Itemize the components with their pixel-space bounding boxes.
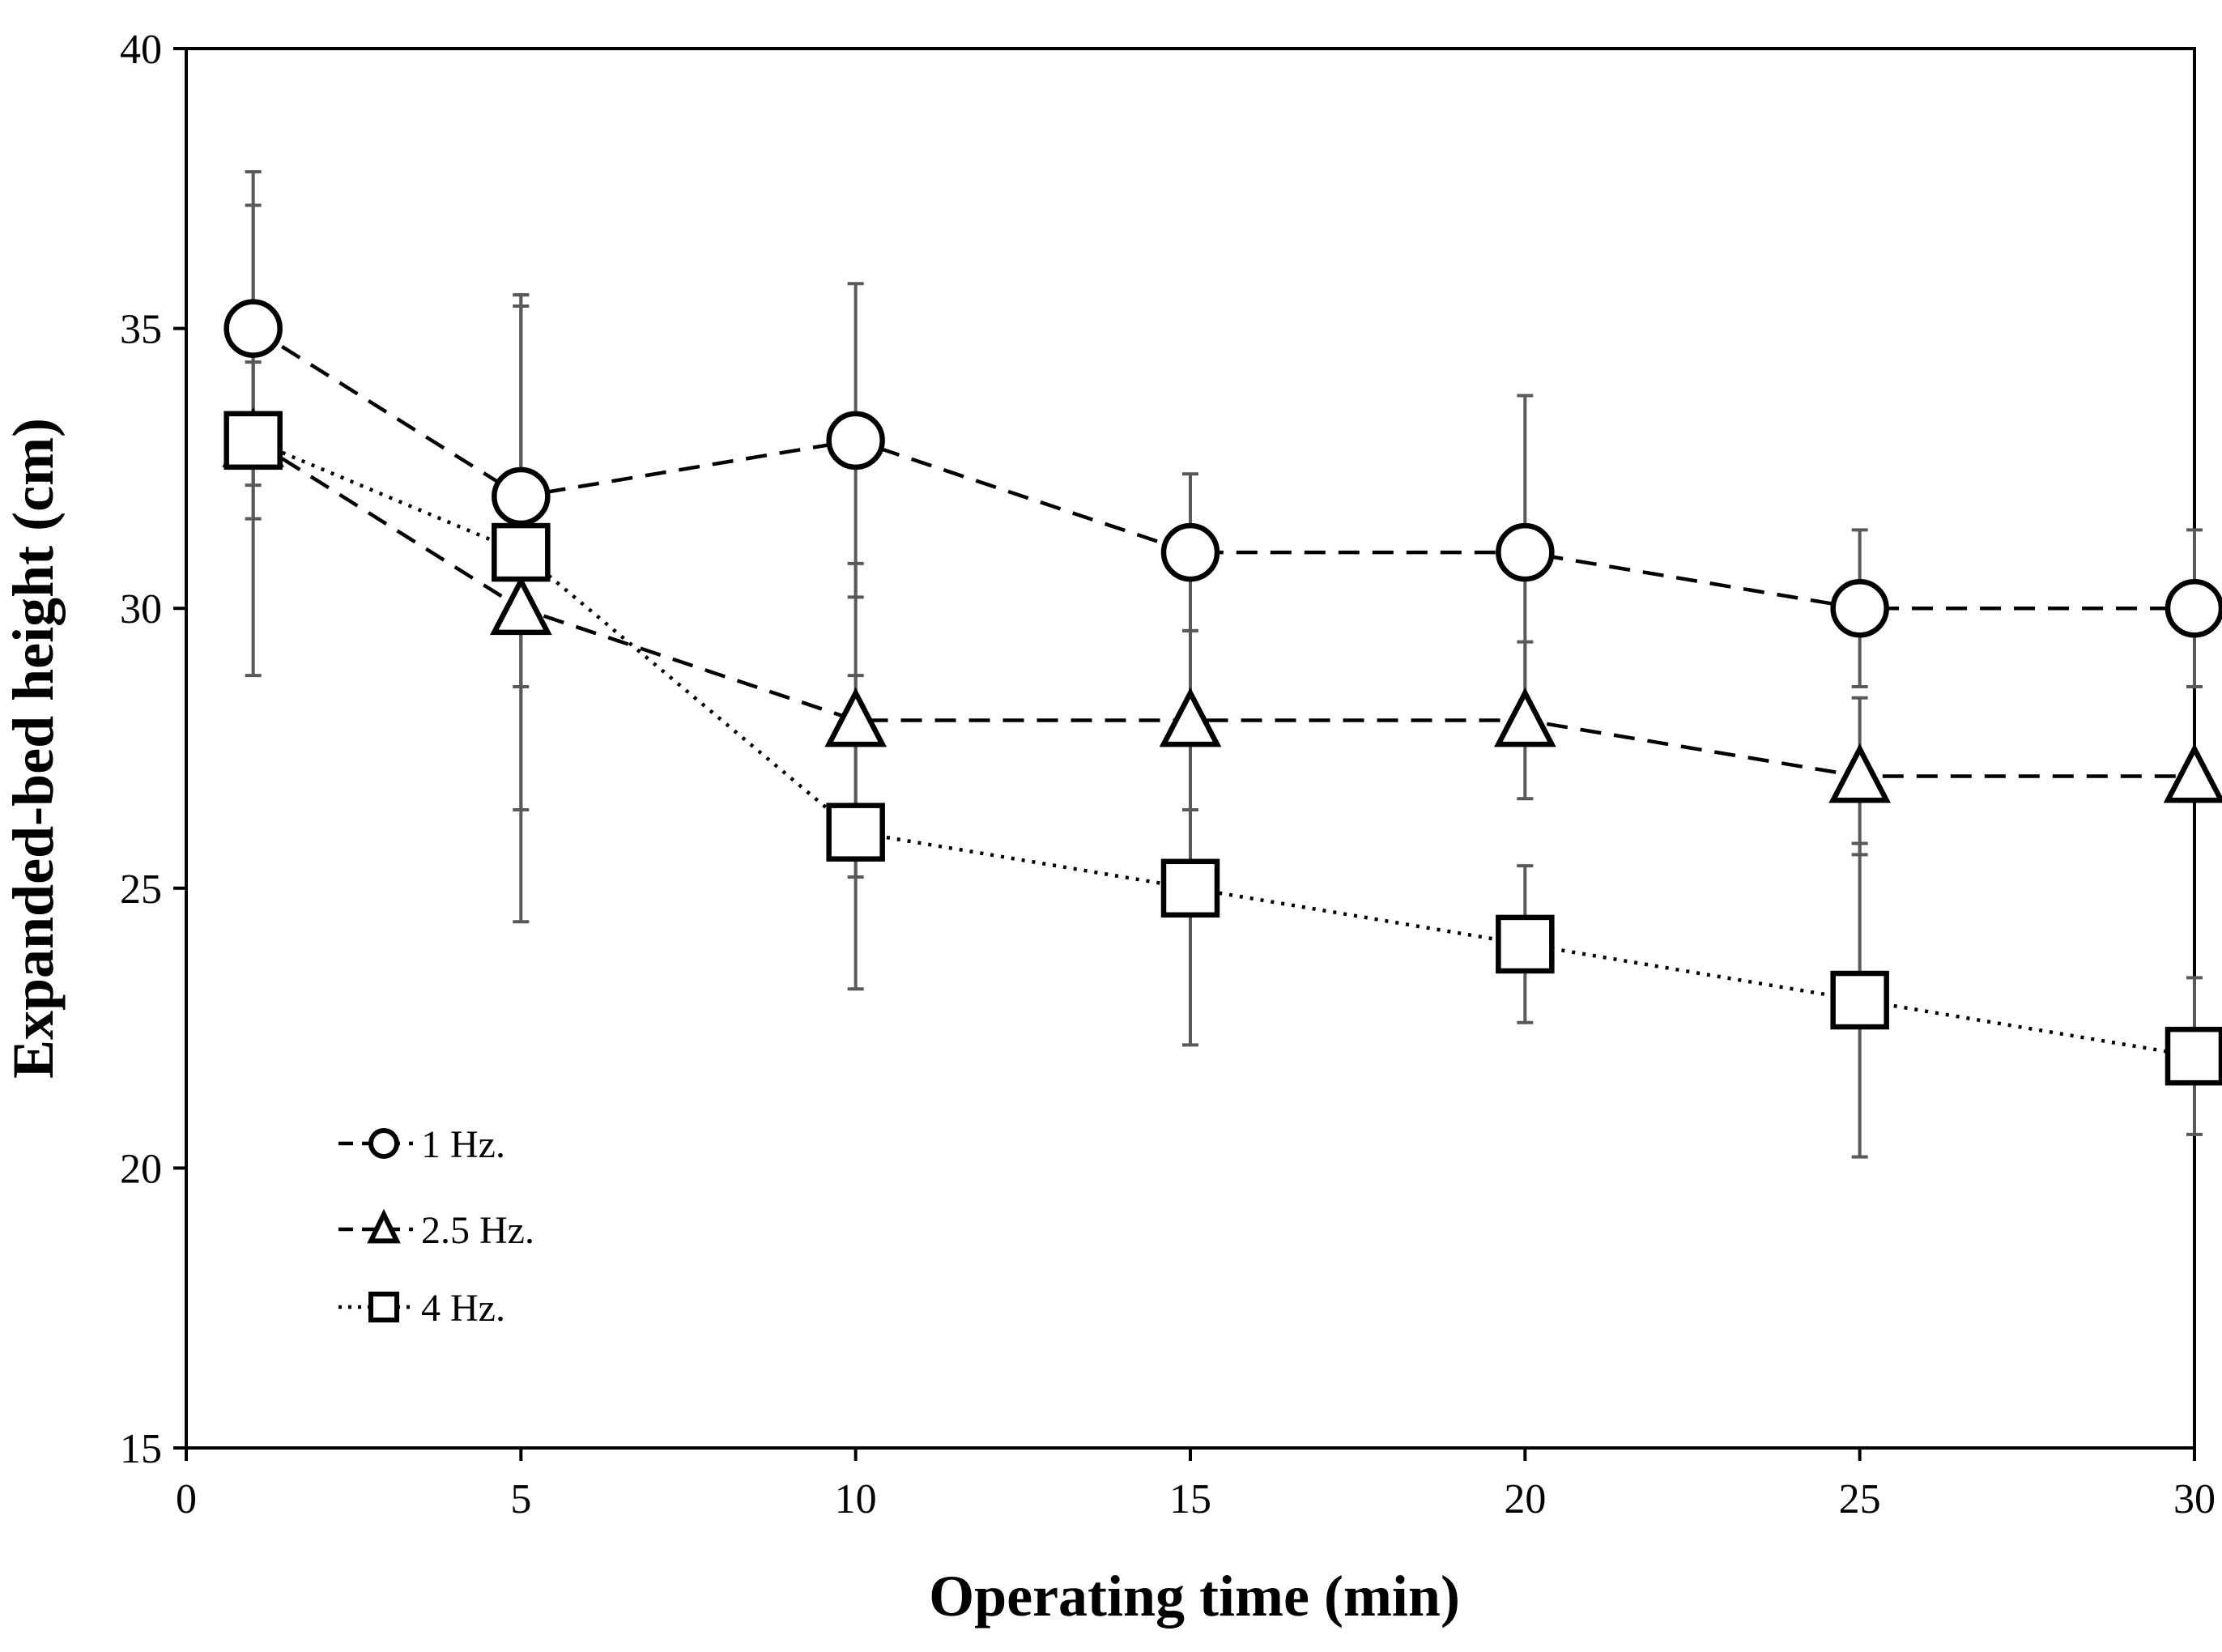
legend-marker [367, 1208, 401, 1244]
data-point [826, 803, 885, 862]
data-point [1828, 743, 1892, 803]
data-point [1496, 914, 1555, 974]
data-point [492, 466, 551, 526]
x-tick-label: 0 [176, 1476, 197, 1522]
y-tick-label: 35 [120, 307, 162, 353]
y-tick-label: 40 [120, 27, 162, 73]
data-point [1160, 858, 1220, 918]
data-point [492, 522, 551, 582]
x-tick-label: 30 [2173, 1476, 2216, 1522]
legend-label: 4 Hz. [421, 1287, 505, 1330]
data-point [826, 411, 885, 470]
data-point [2165, 1026, 2222, 1086]
series-markers [222, 299, 2222, 1086]
x-tick-label: 10 [835, 1476, 877, 1522]
y-tick-label: 25 [120, 866, 162, 913]
x-axis-ticks: 0 5 10 15 20 25 30 [176, 1448, 2216, 1522]
legend: 1 Hz. 2.5 Hz. 4 Hz. [338, 1123, 534, 1330]
data-point [2163, 743, 2222, 803]
data-point [223, 299, 283, 358]
data-point [1160, 522, 1220, 582]
y-axis-title: Expanded-bed height (cm) [1, 418, 66, 1079]
x-tick-label: 25 [1839, 1476, 1881, 1522]
data-point [1496, 522, 1555, 582]
data-point [1830, 970, 1889, 1030]
legend-label: 1 Hz. [421, 1123, 505, 1166]
y-tick-label: 15 [120, 1426, 162, 1472]
x-tick-label: 5 [510, 1476, 531, 1522]
data-point [489, 575, 552, 636]
data-point [2165, 578, 2222, 638]
data-point [223, 411, 283, 470]
legend-marker [368, 1128, 399, 1159]
legend-label: 2.5 Hz. [421, 1209, 534, 1252]
x-axis-title: Operating time (min) [929, 1564, 1460, 1629]
data-point [1830, 578, 1889, 638]
x-tick-label: 20 [1504, 1476, 1546, 1522]
data-point [1159, 687, 1222, 747]
y-tick-label: 30 [120, 586, 162, 632]
legend-marker [368, 1292, 399, 1322]
y-tick-label: 20 [120, 1146, 162, 1192]
y-axis-ticks: 15 20 25 30 35 40 [120, 27, 186, 1472]
x-tick-label: 15 [1169, 1476, 1211, 1522]
data-point [1493, 687, 1556, 747]
data-point [824, 687, 888, 747]
